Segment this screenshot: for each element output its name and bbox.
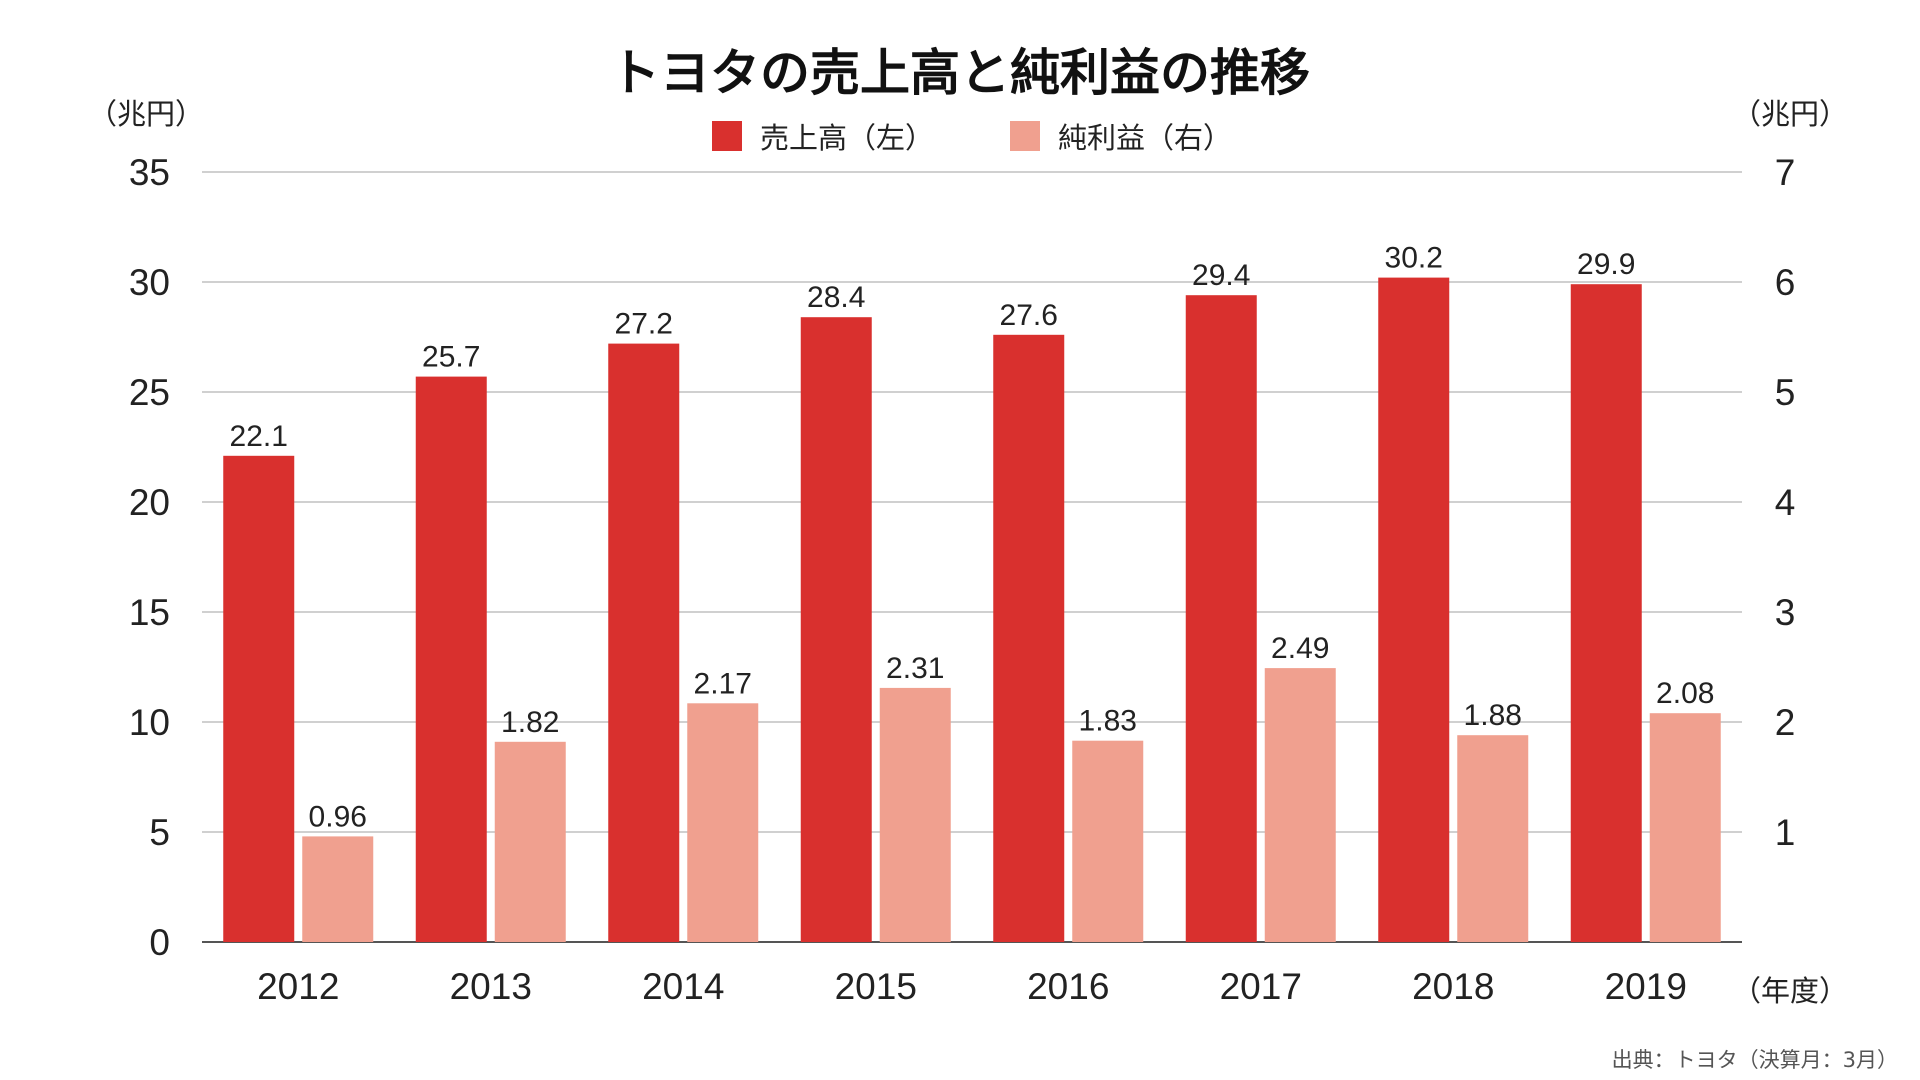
bar-net-income-2017 bbox=[1264, 668, 1336, 942]
category-label: 2012 bbox=[257, 966, 339, 1007]
category-label: 2016 bbox=[1027, 966, 1109, 1007]
data-label-sales-2019: 29.9 bbox=[1577, 248, 1635, 281]
left-axis-unit: （兆円） bbox=[88, 97, 204, 131]
data-label-net-income-2012: 0.96 bbox=[309, 800, 367, 833]
data-label-sales-2013: 25.7 bbox=[422, 341, 480, 374]
bar-net-income-2016 bbox=[1072, 740, 1144, 942]
right-axis-ticks: 1 2 3 4 5 6 7 bbox=[1775, 152, 1796, 853]
left-tick-label: 10 bbox=[129, 702, 170, 743]
category-label: 2019 bbox=[1605, 966, 1687, 1007]
chart-title: トヨタの売上高と純利益の推移 bbox=[610, 44, 1310, 102]
right-tick-label: 3 bbox=[1775, 592, 1796, 633]
category-label: 2015 bbox=[835, 966, 917, 1007]
bar-net-income-2015 bbox=[879, 687, 951, 942]
data-label-sales-2018: 30.2 bbox=[1385, 242, 1443, 275]
bar-sales-2019 bbox=[1570, 284, 1642, 942]
bars: 22.1 0.96 25.7 1.82 27.2 2.17 28.4 2.31 27.6 1.83… bbox=[223, 242, 1721, 943]
right-tick-label: 6 bbox=[1775, 262, 1796, 303]
legend-label: 純利益（右） bbox=[1058, 121, 1232, 155]
bar-sales-2015 bbox=[800, 317, 872, 942]
data-label-sales-2014: 27.2 bbox=[615, 308, 673, 341]
category-labels: 2012 2013 2014 2015 2016 2017 2018 2019 bbox=[257, 966, 1687, 1007]
data-label-net-income-2015: 2.31 bbox=[886, 652, 944, 685]
x-axis-unit: （年度） bbox=[1732, 974, 1848, 1008]
legend-swatch bbox=[1010, 121, 1040, 151]
data-label-sales-2012: 22.1 bbox=[230, 420, 288, 453]
category-label: 2014 bbox=[642, 966, 724, 1007]
right-tick-label: 1 bbox=[1775, 812, 1796, 853]
data-label-net-income-2014: 2.17 bbox=[694, 667, 752, 700]
bar-sales-2016 bbox=[993, 334, 1065, 942]
category-label: 2017 bbox=[1220, 966, 1302, 1007]
bar-sales-2014 bbox=[608, 343, 680, 943]
bar-net-income-2019 bbox=[1649, 713, 1721, 942]
data-label-net-income-2019: 2.08 bbox=[1656, 677, 1714, 710]
legend-swatch bbox=[712, 121, 742, 151]
legend-label: 売上高（左） bbox=[760, 121, 934, 155]
right-tick-label: 2 bbox=[1775, 702, 1796, 743]
bar-sales-2017 bbox=[1185, 295, 1257, 942]
data-label-sales-2016: 27.6 bbox=[1000, 299, 1058, 332]
left-tick-label: 30 bbox=[129, 262, 170, 303]
left-tick-label: 15 bbox=[129, 592, 170, 633]
left-tick-label: 35 bbox=[129, 152, 170, 193]
data-label-net-income-2016: 1.83 bbox=[1079, 705, 1137, 738]
bar-net-income-2018 bbox=[1457, 735, 1529, 942]
left-tick-label: 0 bbox=[149, 922, 170, 963]
data-label-net-income-2017: 2.49 bbox=[1271, 632, 1329, 665]
data-label-sales-2017: 29.4 bbox=[1192, 259, 1250, 292]
left-tick-label: 25 bbox=[129, 372, 170, 413]
right-tick-label: 4 bbox=[1775, 482, 1796, 523]
right-tick-label: 5 bbox=[1775, 372, 1796, 413]
bar-sales-2018 bbox=[1378, 277, 1450, 943]
source-note: 出典：トヨタ（決算月：3月） bbox=[1612, 1048, 1898, 1072]
left-tick-label: 20 bbox=[129, 482, 170, 523]
data-label-net-income-2018: 1.88 bbox=[1464, 699, 1522, 732]
bar-sales-2013 bbox=[415, 376, 487, 943]
data-label-sales-2015: 28.4 bbox=[807, 281, 865, 314]
bar-net-income-2012 bbox=[302, 836, 374, 942]
bar-net-income-2013 bbox=[494, 741, 566, 942]
left-axis-ticks: 0 5 10 15 20 25 30 35 bbox=[129, 152, 170, 963]
legend: 売上高（左） 純利益（右） bbox=[712, 121, 1232, 155]
data-label-net-income-2013: 1.82 bbox=[501, 706, 559, 739]
bar-net-income-2014 bbox=[687, 703, 759, 942]
right-tick-label: 7 bbox=[1775, 152, 1796, 193]
right-axis-unit: （兆円） bbox=[1732, 97, 1848, 131]
bar-sales-2012 bbox=[223, 455, 295, 942]
left-tick-label: 5 bbox=[149, 812, 170, 853]
category-label: 2018 bbox=[1412, 966, 1494, 1007]
category-label: 2013 bbox=[450, 966, 532, 1007]
